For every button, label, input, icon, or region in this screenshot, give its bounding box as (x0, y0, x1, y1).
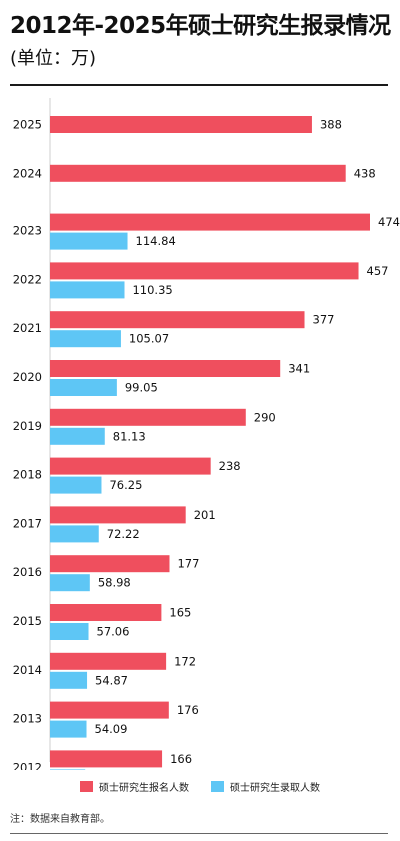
applicants-bar (50, 750, 163, 768)
admitted-bar (50, 623, 89, 640)
applicants-value-label: 177 (177, 557, 199, 571)
admitted-bar (50, 671, 88, 689)
applicants-value-label: 341 (288, 362, 310, 376)
admitted-value-label: 76.25 (109, 478, 142, 492)
applicants-value-label: 290 (254, 410, 276, 424)
year-tick-label: 2020 (13, 370, 42, 384)
applicants-value-label: 201 (194, 508, 216, 522)
admitted-value-label: 54.09 (95, 722, 128, 736)
year-tick-label: 2018 (13, 468, 42, 482)
applicants-bar (50, 262, 359, 280)
year-tick-label: 2024 (13, 166, 42, 180)
applicants-value-label: 388 (320, 118, 342, 132)
applicants-bar (50, 164, 346, 182)
page-subtitle: (单位：万) (10, 48, 97, 69)
year-tick-label: 2012 (13, 760, 42, 770)
chart-legend: 硕士研究生报名人数 硕士研究生录取人数 (0, 779, 400, 794)
applicants-bar (50, 360, 281, 377)
page-title: 2012年-2025年硕士研究生报录情况 (10, 13, 391, 39)
applicants-bar (50, 457, 211, 475)
admitted-value-label: 58.98 (98, 576, 131, 590)
admitted-bar (50, 330, 121, 348)
applicants-value-label: 377 (313, 313, 335, 327)
applicants-bar (50, 652, 167, 670)
admitted-bar (50, 427, 105, 445)
applicants-bar (50, 604, 162, 621)
source-note: 注：数据来自教育部。 (10, 814, 110, 825)
applicants-value-label: 166 (170, 752, 192, 766)
bar-chart: 2025 388 2024 438 2023 474 114.84 2022 457 110.35… (13, 98, 400, 770)
applicants-bar (50, 116, 312, 133)
legend-label-applicants: 硕士研究生报名人数 (99, 783, 189, 794)
year-tick-label: 2014 (13, 663, 42, 677)
admitted-bar (50, 379, 117, 396)
applicants-bar (50, 555, 170, 573)
applicants-bar (50, 408, 246, 426)
applicants-value-label: 176 (177, 703, 199, 717)
admitted-value-label: 72.22 (107, 527, 140, 541)
applicants-value-label: 165 (169, 606, 191, 620)
year-tick-label: 2017 (13, 516, 42, 530)
admitted-value-label: 110.35 (132, 283, 172, 297)
admitted-bar (50, 720, 87, 738)
year-tick-label: 2013 (13, 712, 42, 726)
admitted-bar (50, 574, 90, 592)
admitted-value-label: 81.13 (113, 429, 146, 443)
admitted-value-label: 99.05 (125, 381, 158, 395)
admitted-bar (50, 769, 86, 770)
admitted-bar (50, 525, 99, 543)
admitted-value-label: 57.06 (97, 625, 130, 639)
legend-label-admitted: 硕士研究生录取人数 (230, 783, 320, 794)
year-tick-label: 2015 (13, 614, 42, 628)
applicants-value-label: 172 (174, 654, 196, 668)
admitted-value-label: 54.87 (95, 673, 128, 687)
year-tick-label: 2016 (13, 565, 42, 579)
year-tick-label: 2022 (13, 272, 42, 286)
applicants-bar (50, 311, 305, 329)
admitted-value-label: 114.84 (136, 234, 176, 248)
applicants-bar (50, 506, 186, 524)
legend-item-applicants: 硕士研究生报名人数 (80, 779, 189, 794)
applicants-value-label: 438 (354, 166, 376, 180)
admitted-bar (50, 281, 125, 299)
applicants-bar (50, 701, 169, 719)
top-divider (10, 84, 388, 86)
year-tick-label: 2023 (13, 224, 42, 238)
legend-swatch-applicants (80, 781, 93, 792)
applicants-value-label: 474 (378, 215, 400, 229)
year-tick-label: 2025 (13, 118, 42, 132)
applicants-value-label: 457 (367, 264, 389, 278)
applicants-bar (50, 213, 370, 231)
admitted-value-label: 105.07 (129, 332, 169, 346)
year-tick-label: 2019 (13, 419, 42, 433)
admitted-bar (50, 476, 102, 494)
legend-item-admitted: 硕士研究生录取人数 (211, 779, 320, 794)
year-tick-label: 2021 (13, 321, 42, 335)
legend-swatch-admitted (211, 781, 224, 792)
applicants-value-label: 238 (219, 459, 241, 473)
admitted-bar (50, 232, 128, 250)
bottom-divider (10, 833, 388, 834)
